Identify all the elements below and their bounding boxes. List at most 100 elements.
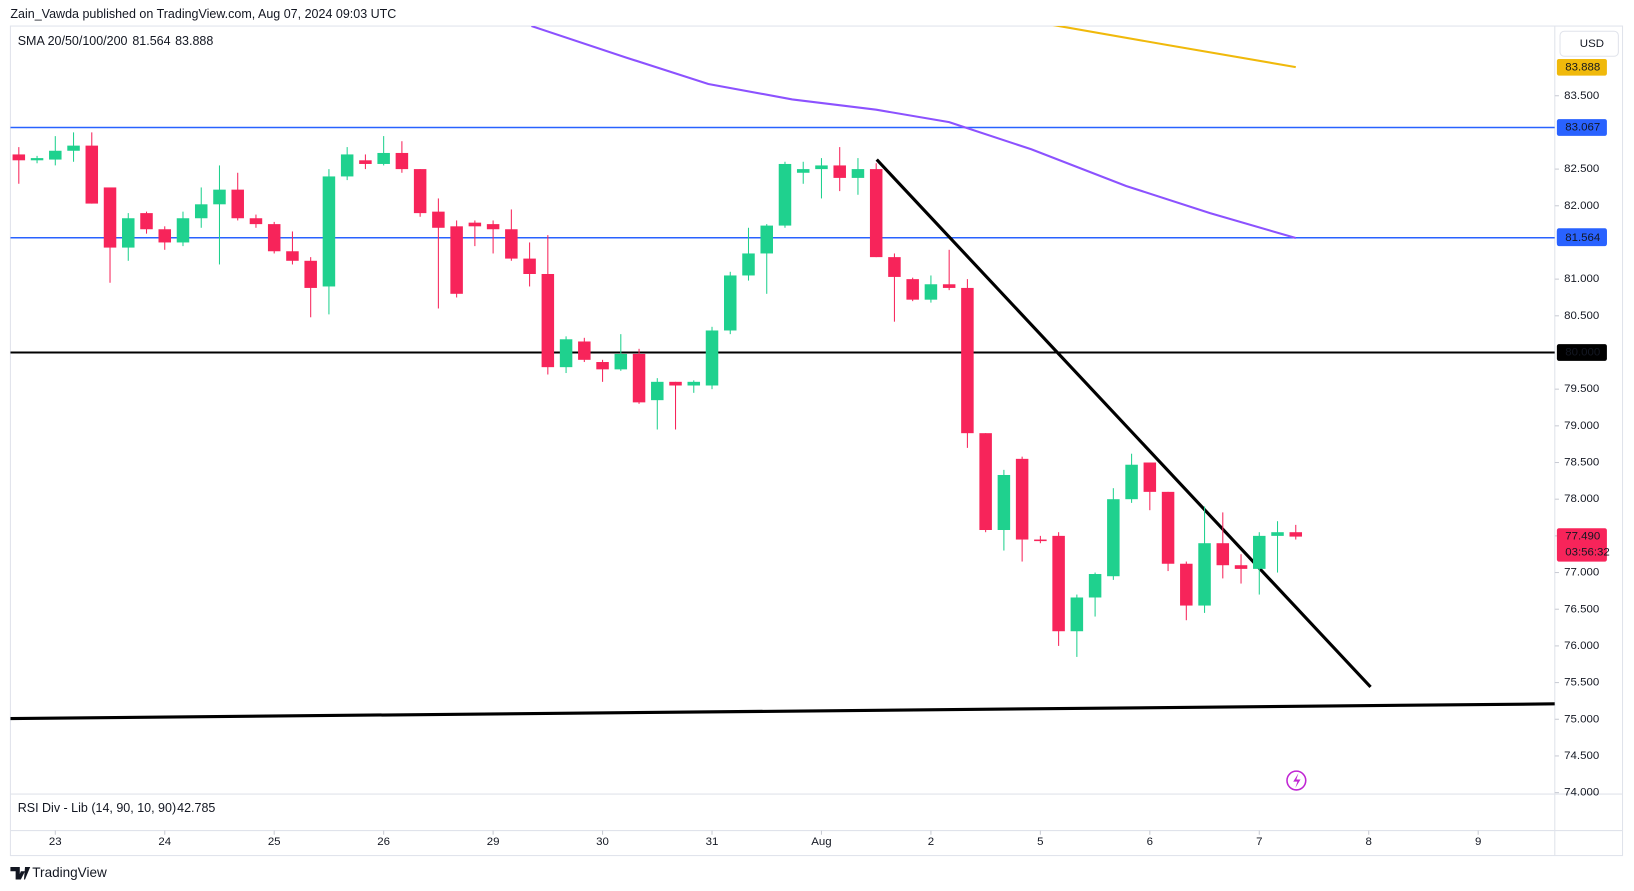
candle-body xyxy=(942,284,956,288)
candle-body xyxy=(1088,574,1102,598)
candle-body xyxy=(778,163,792,226)
x-tick-label: 29 xyxy=(487,836,500,848)
candle-body xyxy=(213,189,226,205)
candle-body xyxy=(669,381,682,386)
trendline xyxy=(10,702,1555,721)
candle-body xyxy=(340,154,354,177)
candle-body xyxy=(687,381,701,386)
candle-body xyxy=(742,253,755,276)
indicator-name: SMA 20/50/100/200 xyxy=(18,34,128,48)
candle-body xyxy=(815,165,828,170)
y-tick-label: 78.500 xyxy=(1564,457,1599,469)
candle-body xyxy=(705,330,719,386)
y-tick-label: 74.000 xyxy=(1564,787,1599,799)
candle-body xyxy=(1234,565,1248,569)
candle-body xyxy=(122,218,135,248)
candle-body xyxy=(1180,563,1193,606)
candle-body xyxy=(103,187,117,248)
countdown: 03:56:32 xyxy=(1565,546,1610,558)
x-tick-label: 8 xyxy=(1366,836,1372,848)
candle-body xyxy=(286,251,299,261)
y-tick-label: 76.000 xyxy=(1564,640,1599,652)
price-badge-label: 83.067 xyxy=(1565,122,1600,134)
price-badge-label: 83.888 xyxy=(1565,61,1600,73)
currency[interactable]: USD xyxy=(1580,38,1604,50)
candle-body xyxy=(906,279,919,300)
y-tick-label: 82.000 xyxy=(1564,200,1599,212)
price-badge xyxy=(1556,344,1607,361)
candle-body xyxy=(796,169,810,173)
trendline xyxy=(875,158,1372,689)
candle-body xyxy=(961,287,974,434)
y-tick-label: 82.500 xyxy=(1564,163,1599,175)
x-tick-label: 31 xyxy=(706,836,719,848)
x-tick-label: 23 xyxy=(49,836,62,848)
lower-pane-name: RSI Div - Lib (14, 90, 10, 90) xyxy=(18,801,176,815)
currency-button[interactable] xyxy=(1559,30,1619,57)
indicator-value: 83.888 xyxy=(175,34,213,48)
y-tick-label: 79.500 xyxy=(1564,383,1599,395)
x-tick-label: 26 xyxy=(377,836,390,848)
candle-body xyxy=(1015,458,1029,540)
price-badge xyxy=(1556,229,1607,247)
candle-body xyxy=(395,152,409,170)
y-tick-label: 78.000 xyxy=(1564,493,1599,505)
candle-body xyxy=(1289,532,1303,537)
x-tick-label: 30 xyxy=(596,836,609,848)
candle-body xyxy=(724,275,737,331)
candle-body xyxy=(30,158,44,161)
candle-body xyxy=(559,339,573,368)
moving-average xyxy=(1052,26,1296,69)
y-tick-label: 77.000 xyxy=(1564,567,1599,579)
candle-body xyxy=(1198,543,1211,606)
candle-body xyxy=(158,229,172,243)
candle-body xyxy=(1161,491,1175,564)
candle-body xyxy=(1143,462,1157,492)
candle-body xyxy=(85,145,99,204)
candle-body xyxy=(1034,539,1047,542)
candle-body xyxy=(1271,532,1284,536)
candle-body xyxy=(760,225,773,254)
header: Zain_Vawda published on TradingView.com,… xyxy=(10,7,396,21)
moving-average xyxy=(531,26,1297,240)
candle-body xyxy=(997,474,1011,531)
candle-body xyxy=(176,218,190,243)
x-tick-label: 2 xyxy=(928,836,934,848)
price-badge xyxy=(1556,119,1607,136)
price-badge-label: 80.000 xyxy=(1565,347,1600,359)
candle-body xyxy=(523,258,536,274)
y-tick-label: 74.500 xyxy=(1564,750,1599,762)
candle-body xyxy=(450,226,463,294)
y-tick-label: 81.000 xyxy=(1564,273,1599,285)
candle-body xyxy=(231,189,244,219)
candle-body xyxy=(468,222,482,227)
candle-body xyxy=(632,353,646,403)
candle-body xyxy=(979,433,992,531)
price-badge xyxy=(1556,528,1607,562)
x-tick-label: 5 xyxy=(1037,836,1043,848)
alert-icon[interactable] xyxy=(1286,770,1307,791)
chart-frame xyxy=(9,25,1624,857)
y-tick-label: 83.500 xyxy=(1564,90,1599,102)
x-tick-label: 25 xyxy=(268,836,281,848)
candle-body xyxy=(888,257,901,277)
candle-body xyxy=(194,204,208,219)
x-tick-label: Aug xyxy=(811,836,831,848)
candle-body xyxy=(413,169,427,214)
indicator-value: 81.564 xyxy=(132,34,170,48)
candle-body xyxy=(541,273,555,368)
candle-body xyxy=(140,213,153,230)
candle-body xyxy=(596,362,609,370)
y-tick-label: 80.500 xyxy=(1564,310,1599,322)
x-tick-label: 7 xyxy=(1256,836,1262,848)
x-tick-label: 9 xyxy=(1475,836,1481,848)
candle-body xyxy=(486,224,500,230)
candle-body xyxy=(1052,535,1065,632)
candle-body xyxy=(924,284,938,300)
candle-body xyxy=(614,353,628,370)
candle-body xyxy=(1125,464,1138,500)
candle-body xyxy=(578,341,591,360)
candle-body xyxy=(1253,535,1266,569)
